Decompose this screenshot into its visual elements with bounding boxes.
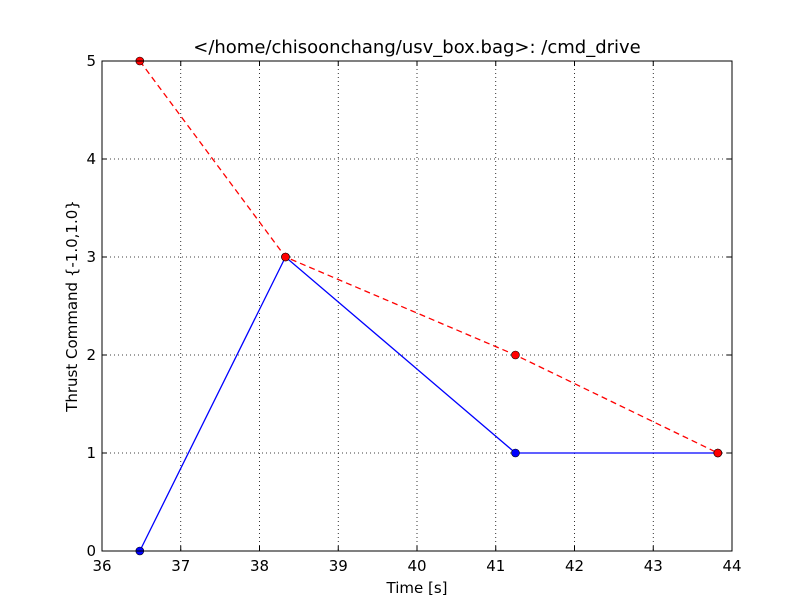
chart-title: </home/chisoonchang/usv_box.bag>: /cmd_d… [193, 37, 641, 58]
y-tick-label: 5 [86, 52, 96, 70]
y-axis-title: Thrust Command {-1.0,1.0} [63, 200, 81, 413]
x-axis-title: Time [s] [386, 579, 448, 597]
data-point [281, 252, 290, 262]
y-tick-label: 2 [86, 346, 96, 364]
y-tick-label: 3 [86, 248, 96, 266]
ticks [101, 60, 733, 552]
tick-labels: 36 37 38 39 40 41 42 43 44 0 1 2 3 4 5 [86, 52, 741, 575]
data-point [713, 448, 723, 458]
data-point [511, 448, 520, 458]
data-point [511, 350, 520, 360]
series-line [139, 255, 718, 552]
x-tick-label: 39 [329, 557, 348, 575]
y-tick-label: 1 [86, 444, 96, 462]
x-tick-label: 43 [644, 557, 663, 575]
y-tick-label: 4 [86, 150, 96, 168]
series-line [139, 60, 719, 454]
y-tick-label: 0 [86, 542, 96, 560]
x-tick-label: 37 [171, 557, 190, 575]
x-tick-label: 40 [407, 557, 426, 575]
x-tick-label: 41 [486, 557, 505, 575]
x-tick-label: 38 [250, 557, 269, 575]
x-tick-label: 44 [722, 557, 741, 575]
x-tick-label: 36 [92, 557, 111, 575]
x-tick-label: 42 [565, 557, 584, 575]
